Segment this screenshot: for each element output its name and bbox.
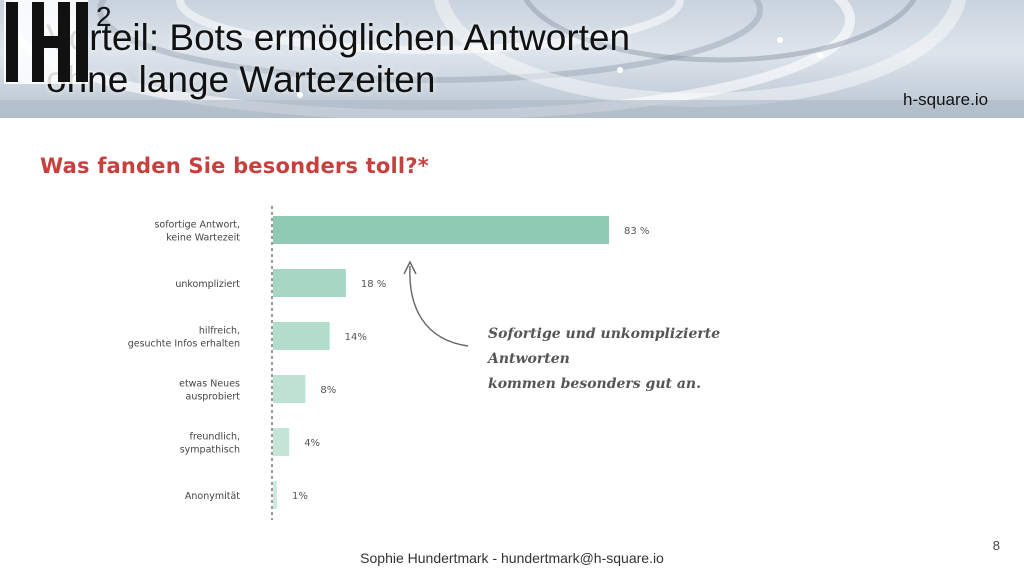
- category-label: freundlich,: [189, 432, 240, 443]
- category-label: etwas Neues: [179, 379, 240, 390]
- bar: [273, 269, 346, 297]
- value-label: 8%: [320, 385, 336, 396]
- annotation-arrowhead: [403, 260, 417, 275]
- category-label: sympathisch: [180, 445, 240, 456]
- bar: [273, 216, 609, 244]
- category-label: ausprobiert: [186, 392, 241, 403]
- annotation-line-1: Sofortige und unkomplizierte Antworten: [488, 326, 721, 367]
- logo-url: h-square.io: [903, 90, 989, 109]
- category-label: sofortige Antwort,: [154, 220, 240, 231]
- footer-author: Sophie Hundertmark - hundertmark@h-squar…: [360, 550, 664, 566]
- slide-title: Vorteil: Bots ermöglichen Antworten ohne…: [46, 17, 630, 101]
- bar: [273, 322, 330, 350]
- category-label: keine Wartezeit: [166, 233, 240, 244]
- page-number: 8: [992, 538, 1000, 553]
- bar: [273, 481, 278, 509]
- value-label: 83 %: [624, 226, 649, 237]
- value-label: 14%: [345, 332, 367, 343]
- chart-title: Was fanden Sie besonders toll?*: [40, 154, 429, 178]
- category-label: unkompliziert: [175, 279, 240, 290]
- category-label: hilfreich,: [199, 326, 240, 337]
- annotation-arrow: [409, 265, 469, 347]
- header-banner: Vorteil: Bots ermöglichen Antworten ohne…: [0, 0, 1024, 118]
- annotation-line-2: kommen besonders gut an.: [488, 376, 701, 392]
- ceiling-background: [0, 0, 1024, 118]
- bar: [273, 375, 306, 403]
- category-label: Anonymität: [185, 491, 240, 502]
- bar: [273, 428, 290, 456]
- chart-area: Was fanden Sie besonders toll?* 83 % sofo…: [0, 118, 1024, 538]
- chart-annotation: Sofortige und unkomplizierte Antworten k…: [488, 322, 788, 397]
- h-square-logo: 2: [4, 0, 112, 84]
- category-label: gesuchte Infos erhalten: [128, 339, 240, 350]
- slide-title-line-2: ohne lange Wartezeiten: [46, 59, 436, 100]
- bar-chart: 83 % sofortige Antwort, keine Wartezeit 18 …: [128, 206, 649, 520]
- logo-superscript: 2: [96, 1, 112, 32]
- value-label: 18 %: [361, 279, 386, 290]
- value-label: 4%: [304, 438, 320, 449]
- slide-title-line-1: Vorteil: Bots ermöglichen Antworten: [46, 17, 631, 58]
- value-label: 1%: [292, 491, 308, 502]
